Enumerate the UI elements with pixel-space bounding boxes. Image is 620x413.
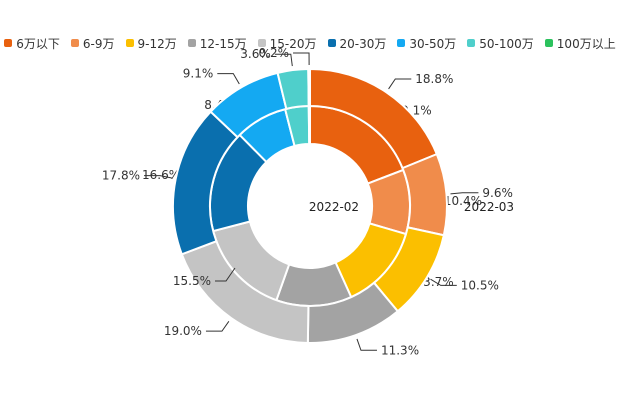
legend-swatch (397, 39, 406, 47)
data-label: 11.3% (381, 343, 419, 357)
label-leader-line (217, 73, 240, 85)
legend-swatch (467, 39, 476, 47)
legend-item[interactable]: 15-20万 (257, 35, 317, 52)
legend-label: 100万以上 (556, 36, 616, 51)
legend-swatch (327, 39, 336, 47)
data-label: 10.4% (444, 194, 482, 208)
chart-legend: 6万以下 6-9万 9-12万 12-15万 15-20万 20-30万 30-50万 50-… (0, 34, 620, 52)
legend-label: 15-20万 (269, 36, 317, 51)
data-label: 10.5% (461, 278, 499, 292)
donut-slice-outer[interactable] (307, 67, 311, 108)
data-label: 16.6% (142, 168, 180, 182)
data-label: 9.6% (482, 186, 513, 200)
data-label: 17.8% (102, 169, 140, 183)
label-leader-line (450, 192, 479, 195)
legend-label: 6-9万 (82, 36, 115, 51)
legend-item[interactable]: 50-100万 (467, 35, 534, 52)
data-label: 9.1% (183, 67, 214, 81)
label-leader-line (144, 175, 172, 179)
legend-label: 50-100万 (479, 36, 534, 51)
legend-swatch (257, 39, 266, 47)
legend-swatch (544, 39, 553, 47)
legend-label: 20-30万 (339, 36, 387, 51)
data-label: 0.2% (259, 46, 290, 60)
legend-item[interactable]: 100万以上 (544, 35, 616, 52)
legend-item[interactable]: 30-50万 (397, 35, 456, 52)
label-leader-line (430, 278, 457, 286)
donut-slice-inner[interactable] (307, 104, 311, 146)
data-label: 18.8% (415, 72, 453, 86)
legend-swatch (187, 39, 196, 47)
legend-item[interactable]: 20-30万 (327, 35, 387, 52)
legend-label: 12-15万 (199, 36, 247, 51)
label-leader-line (356, 338, 377, 351)
legend-swatch (125, 39, 134, 47)
label-leader-line (205, 321, 230, 332)
legend-label: 6万以下 (16, 36, 60, 51)
legend-swatch (70, 39, 79, 47)
label-leader-line (215, 267, 236, 282)
label-leader-line (293, 52, 310, 66)
donut-slice-outer[interactable] (401, 152, 448, 237)
label-leader-line (274, 53, 293, 67)
legend-swatch (4, 39, 13, 47)
legend-item[interactable]: 9-12万 (125, 35, 177, 52)
series-name-inner: 2022-02 (309, 200, 359, 214)
data-label: 19.0% (164, 324, 202, 338)
legend-item[interactable]: 6万以下 (4, 35, 60, 52)
legend-label: 30-50万 (409, 36, 457, 51)
series-name-outer: 2022-03 (464, 200, 514, 214)
data-label: 15.5% (173, 274, 211, 288)
legend-item[interactable]: 12-15万 (187, 35, 247, 52)
label-leader-line (388, 78, 412, 90)
legend-label: 9-12万 (137, 36, 177, 51)
data-label: 3.6% (240, 47, 271, 61)
legend-item[interactable]: 6-9万 (70, 35, 115, 52)
